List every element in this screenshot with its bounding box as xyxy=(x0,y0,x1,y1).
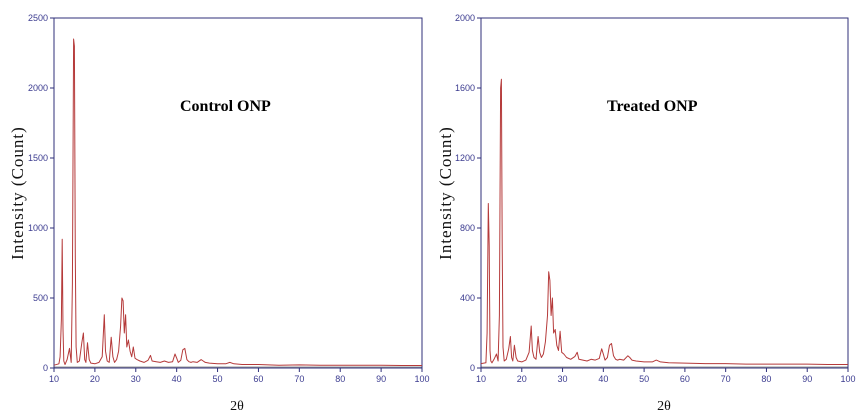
y-tick-label: 0 xyxy=(43,363,48,373)
y-tick-label: 400 xyxy=(460,293,475,303)
y-tick-label: 2000 xyxy=(28,83,48,93)
x-tick-label: 20 xyxy=(517,374,527,384)
chart-title: Treated ONP xyxy=(607,98,698,115)
x-axis-label: 2θ xyxy=(657,399,671,414)
x-tick-label: 40 xyxy=(598,374,608,384)
plot-frame xyxy=(53,17,423,369)
x-tick-label: 80 xyxy=(761,374,771,384)
treated-onp-chart: Treated ONP Intensity (Count) 2θ 0 400 800… xyxy=(436,13,856,414)
x-tick-label: 70 xyxy=(721,374,731,384)
diffraction-pattern-line xyxy=(480,78,848,365)
y-tick-label: 500 xyxy=(33,293,48,303)
control-onp-chart: Control ONP Intensity (Count) 2θ 0 500 100… xyxy=(8,13,430,414)
diffraction-pattern-line xyxy=(53,38,422,366)
y-tick-label: 1000 xyxy=(28,223,48,233)
y-tick-label: 2000 xyxy=(455,13,475,23)
x-tick-label: 90 xyxy=(376,374,386,384)
x-tick-label: 90 xyxy=(802,374,812,384)
x-tick-label: 50 xyxy=(639,374,649,384)
plot-frame xyxy=(480,17,849,369)
x-tick-label: 100 xyxy=(414,374,429,384)
y-axis-label: Intensity (Count) xyxy=(8,126,27,260)
y-tick-label: 1600 xyxy=(455,83,475,93)
y-tick-label: 2500 xyxy=(28,13,48,23)
x-tick-label: 20 xyxy=(90,374,100,384)
y-tick-label: 800 xyxy=(460,223,475,233)
x-tick-label: 60 xyxy=(680,374,690,384)
x-tick-label: 50 xyxy=(213,374,223,384)
x-tick-label: 10 xyxy=(476,374,486,384)
x-tick-label: 70 xyxy=(294,374,304,384)
y-axis-label: Intensity (Count) xyxy=(436,126,455,260)
y-tick-label: 1500 xyxy=(28,153,48,163)
x-tick-label: 80 xyxy=(335,374,345,384)
x-tick-label: 100 xyxy=(840,374,855,384)
y-tick-label: 0 xyxy=(470,363,475,373)
x-axis-label: 2θ xyxy=(230,399,244,414)
x-tick-label: 60 xyxy=(253,374,263,384)
x-tick-label: 30 xyxy=(131,374,141,384)
x-tick-label: 40 xyxy=(172,374,182,384)
chart-title: Control ONP xyxy=(180,98,271,115)
y-tick-label: 1200 xyxy=(455,153,475,163)
x-tick-label: 10 xyxy=(49,374,59,384)
x-tick-label: 30 xyxy=(558,374,568,384)
